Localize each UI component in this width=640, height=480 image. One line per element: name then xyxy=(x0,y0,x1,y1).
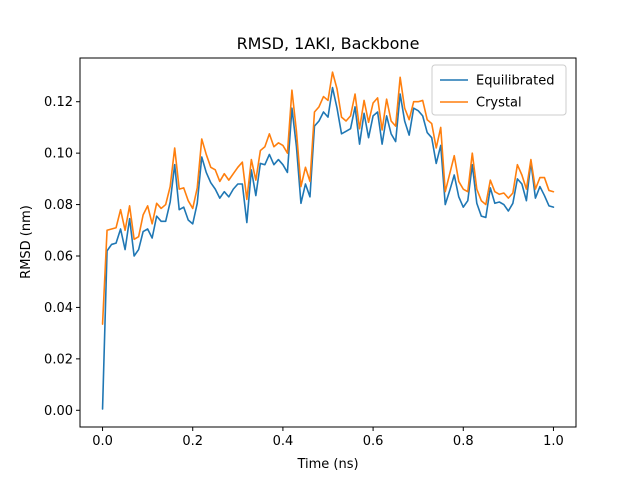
series-layer xyxy=(101,71,555,410)
legend-label-equilibrated: Equilibrated xyxy=(476,74,554,89)
legend-label-crystal: Crystal xyxy=(476,96,522,111)
legend: Equilibrated Crystal xyxy=(431,64,567,116)
y-axis-ticks: 0.00 0.02 0.04 0.06 0.08 0.10 0.12 xyxy=(44,95,80,419)
x-tick-label: 0.4 xyxy=(273,434,294,449)
y-tick-label: 0.10 xyxy=(44,147,73,162)
x-axis-label: Time (ns) xyxy=(296,457,358,472)
x-tick-label: 0.8 xyxy=(453,434,474,449)
x-tick-label: 0.6 xyxy=(363,434,384,449)
plot-frame xyxy=(79,57,577,428)
x-tick-label: 1.0 xyxy=(543,434,564,449)
x-tick-label: 0.0 xyxy=(92,434,113,449)
x-axis-ticks: 0.0 0.2 0.4 0.6 0.8 1.0 xyxy=(92,427,564,449)
y-tick-label: 0.12 xyxy=(44,95,73,110)
chart-title: RMSD, 1AKI, Backbone xyxy=(237,34,420,53)
y-tick-label: 0.00 xyxy=(44,404,73,419)
y-tick-label: 0.06 xyxy=(44,250,73,265)
y-axis-label: RMSD (nm) xyxy=(19,205,34,279)
y-tick-label: 0.02 xyxy=(44,352,73,367)
y-tick-label: 0.04 xyxy=(44,301,73,316)
series-line-equilibrated xyxy=(101,86,555,410)
x-tick-label: 0.2 xyxy=(182,434,203,449)
series-line-crystal xyxy=(101,71,555,325)
y-tick-label: 0.08 xyxy=(44,198,73,213)
